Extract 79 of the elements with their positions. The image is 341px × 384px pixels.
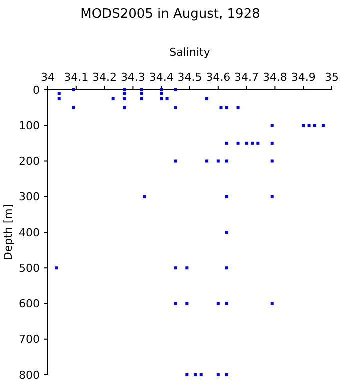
point (256, 142, 260, 145)
point (174, 106, 178, 110)
point (225, 266, 228, 270)
point (322, 124, 325, 128)
point (216, 374, 220, 376)
point (200, 374, 203, 376)
point (143, 195, 146, 198)
point (174, 266, 178, 270)
point (225, 160, 228, 163)
point (194, 374, 198, 376)
point (123, 106, 126, 110)
point (216, 302, 220, 306)
x-tick-label: 34.5 (178, 71, 202, 84)
y-axis-title: Depth [m] (2, 204, 15, 261)
point (225, 302, 228, 306)
point (225, 142, 228, 145)
point (55, 266, 58, 270)
point (270, 195, 274, 198)
point (174, 302, 178, 306)
point (140, 92, 144, 96)
x-tick-label: 34 (41, 71, 55, 84)
x-tick-label: 34.3 (120, 71, 146, 84)
point (140, 88, 144, 92)
point (236, 106, 240, 110)
x-tick-label: 34.2 (92, 71, 118, 84)
point (302, 124, 306, 128)
x-tick-label: 34.9 (291, 71, 316, 84)
point (225, 231, 228, 234)
x-axis-title: Salinity (170, 46, 211, 59)
y-tick-label: 600 (19, 298, 40, 311)
y-tick-label: 500 (19, 262, 40, 275)
point (186, 302, 189, 306)
y-tick-label: 300 (19, 190, 40, 204)
point (270, 124, 274, 128)
point (225, 106, 228, 110)
point (160, 97, 164, 100)
point (225, 195, 228, 198)
point (123, 97, 126, 100)
point (72, 106, 76, 110)
point (160, 92, 164, 96)
point (166, 97, 169, 100)
x-tick-label: 34.7 (234, 71, 260, 84)
x-tick-label: 34.1 (64, 71, 89, 84)
point (216, 160, 220, 163)
x-tick-label: 35 (325, 71, 339, 84)
point (186, 374, 189, 376)
point (270, 302, 274, 306)
point (245, 142, 248, 145)
point (308, 124, 311, 128)
point (225, 374, 228, 376)
point (236, 142, 240, 145)
x-tick-label: 34.8 (262, 71, 288, 84)
y-tick-label: 0 (33, 84, 40, 97)
chart-title: MODS2005 in August, 1928 (80, 7, 260, 22)
x-tick-label: 34.6 (206, 71, 231, 84)
point (160, 88, 164, 92)
point (270, 160, 274, 163)
point (206, 160, 209, 163)
point (270, 142, 274, 145)
point (250, 142, 254, 145)
y-tick-label: 100 (19, 119, 40, 132)
y-tick-label: 400 (19, 226, 40, 240)
x-tick-label: 34.4 (149, 71, 174, 84)
y-tick-label: 800 (19, 368, 40, 382)
point (206, 97, 209, 100)
point (174, 160, 178, 163)
point (186, 266, 189, 270)
point (220, 106, 223, 110)
point (123, 88, 126, 92)
y-tick-label: 200 (19, 155, 40, 168)
point (140, 97, 144, 100)
point (174, 88, 178, 92)
y-tick-label: 700 (19, 333, 40, 346)
point (313, 124, 316, 128)
point (58, 97, 61, 100)
point (123, 92, 126, 96)
point (112, 97, 115, 100)
point (58, 92, 61, 96)
point (72, 88, 76, 92)
